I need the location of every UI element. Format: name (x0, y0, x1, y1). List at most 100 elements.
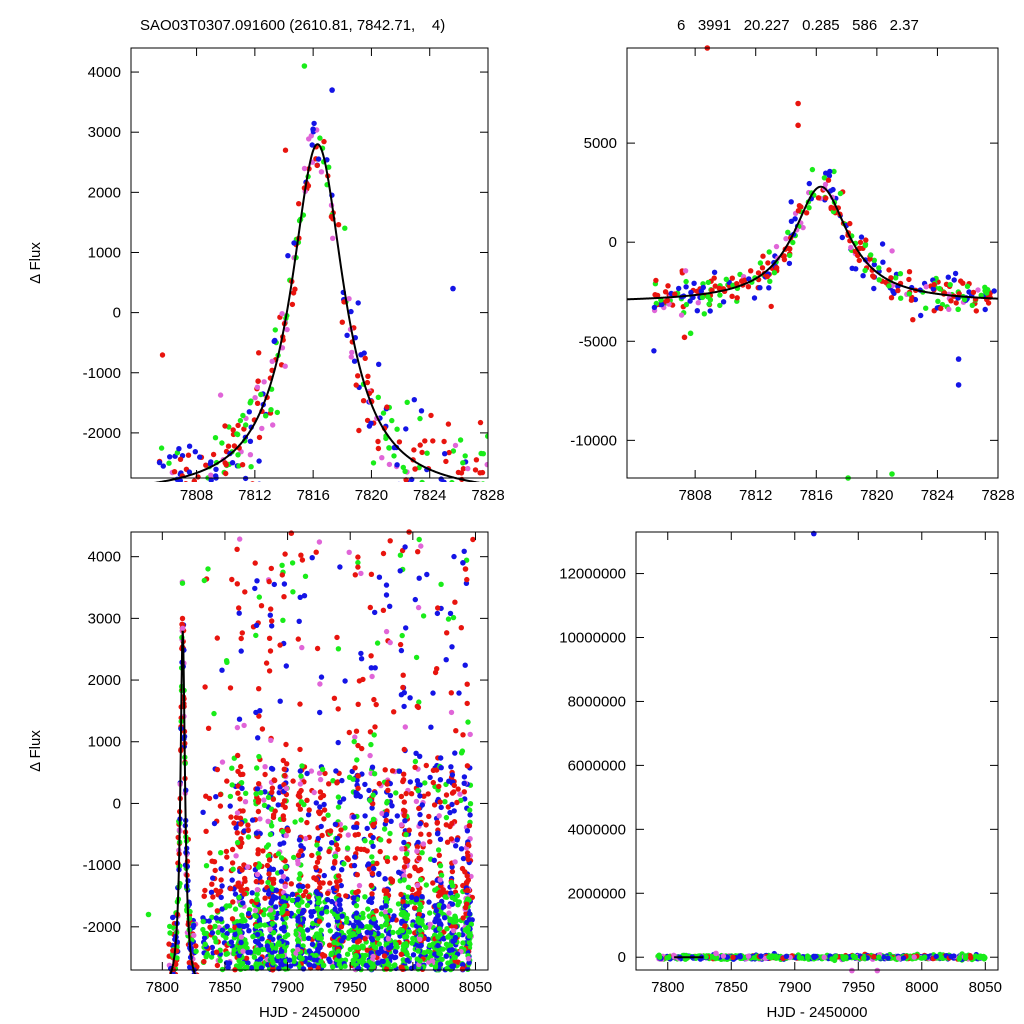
data-point (272, 337, 278, 344)
data-point (951, 277, 957, 283)
data-point (202, 684, 208, 690)
data-point (209, 858, 215, 864)
data-point (203, 954, 209, 960)
data-point (240, 948, 246, 954)
data-point (748, 268, 754, 274)
data-point (404, 915, 410, 922)
data-point (233, 853, 239, 859)
data-point (426, 831, 432, 838)
data-point (352, 572, 358, 578)
data-point (282, 551, 288, 557)
data-point (217, 888, 224, 894)
data-point (310, 126, 316, 132)
data-point (238, 836, 244, 842)
data-point (248, 464, 254, 470)
data-point (470, 536, 476, 543)
data-point (212, 935, 218, 941)
data-point (388, 818, 394, 824)
data-point (234, 810, 241, 816)
data-point (462, 453, 468, 459)
data-point (317, 776, 324, 783)
data-point (179, 580, 186, 586)
data-point (251, 954, 258, 960)
data-point (876, 265, 882, 271)
data-point (764, 273, 770, 280)
data-point (255, 940, 261, 946)
data-point (432, 887, 438, 893)
data-point (297, 768, 303, 774)
data-point (460, 940, 466, 946)
data-point (383, 628, 390, 635)
data-point (334, 634, 340, 641)
data-point (313, 864, 319, 871)
data-point (729, 293, 735, 299)
data-point (382, 909, 389, 915)
data-points (145, 529, 476, 974)
data-point (268, 737, 274, 743)
data-point (265, 879, 271, 886)
data-point (436, 926, 443, 932)
data-point (305, 935, 312, 941)
data-point (247, 438, 254, 444)
data-point (227, 803, 233, 809)
data-point (246, 928, 252, 934)
data-point (226, 960, 233, 966)
data-point (275, 941, 281, 948)
data-point (416, 855, 422, 861)
data-point (240, 412, 246, 419)
data-point (464, 681, 470, 687)
data-point (281, 594, 287, 600)
data-point (208, 889, 215, 895)
data-point (300, 892, 306, 899)
data-point (687, 330, 694, 337)
data-point (370, 816, 377, 822)
data-point (344, 951, 351, 957)
data-point (678, 312, 685, 318)
data-point (449, 883, 456, 889)
data-point (156, 459, 163, 466)
x-axis-label: HJD - 2450000 (767, 1004, 868, 1021)
data-point (452, 913, 458, 919)
data-point (374, 640, 381, 646)
data-point (982, 284, 988, 290)
data-point (399, 846, 405, 852)
data-point (403, 941, 409, 947)
data-point (217, 392, 224, 398)
data-point (167, 483, 172, 488)
data-point (358, 656, 365, 662)
data-point (717, 292, 723, 298)
data-point (876, 954, 882, 960)
data-point (425, 948, 431, 955)
data-point (237, 417, 244, 424)
data-point (283, 741, 289, 748)
data-point (337, 799, 343, 805)
data-point (264, 943, 270, 949)
data-point (229, 877, 235, 883)
data-point (720, 299, 727, 305)
data-point (356, 427, 362, 434)
x-tick-label: 7828 (471, 487, 504, 504)
data-point (201, 577, 207, 584)
data-point (263, 660, 270, 666)
data-point (662, 289, 669, 295)
data-point (360, 914, 366, 921)
data-point (424, 450, 430, 456)
data-point (435, 847, 442, 853)
data-point (438, 581, 444, 587)
data-point (460, 466, 467, 472)
data-point (396, 768, 403, 774)
data-point (786, 260, 793, 267)
data-point (279, 953, 286, 959)
data-point (796, 203, 803, 209)
data-point (336, 897, 342, 904)
data-point (361, 846, 367, 853)
data-point (421, 793, 427, 799)
data-point (289, 301, 296, 308)
data-point (406, 827, 412, 833)
data-point (378, 837, 384, 843)
data-point (293, 931, 299, 937)
data-point (415, 948, 421, 954)
data-point (830, 186, 836, 193)
x-tick-label: 8000 (905, 979, 938, 996)
data-point (252, 907, 259, 914)
